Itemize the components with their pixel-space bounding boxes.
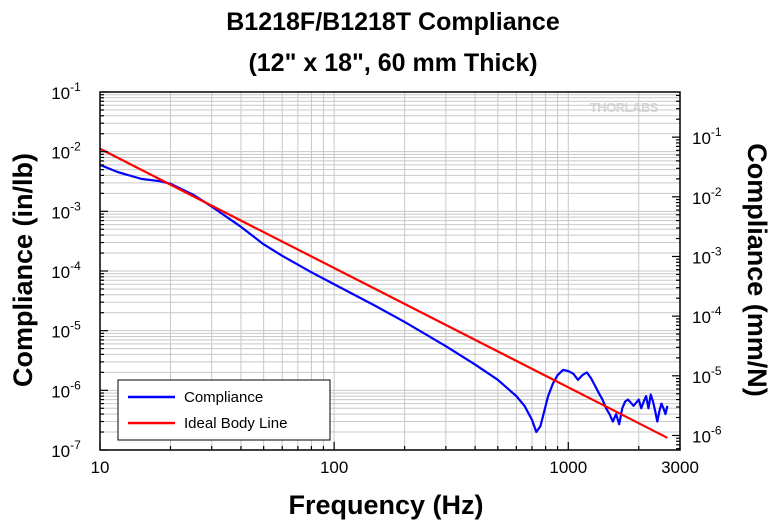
x-tick-label: 1000	[549, 458, 587, 477]
y-tick-label-left: 10-4	[51, 259, 81, 282]
y-tick-label-left: 10-2	[51, 140, 81, 163]
y-tick-label-left: 10-6	[51, 378, 81, 401]
chart-title-line1: B1218F/B1218T Compliance	[226, 8, 560, 36]
y-tick-label-right: 10-2	[692, 185, 722, 208]
x-tick-label: 100	[320, 458, 348, 477]
y-tick-label-right: 10-1	[692, 125, 722, 148]
chart-title-line2: (12" x 18", 60 mm Thick)	[248, 49, 537, 77]
y-tick-label-left: 10-7	[51, 438, 81, 461]
x-tick-label: 10	[91, 458, 110, 477]
y-axis-label-left: Compliance (in/lb)	[8, 153, 38, 387]
y-tick-label-right: 10-5	[692, 364, 722, 387]
x-axis-label: Frequency (Hz)	[288, 490, 483, 520]
thorlabs-watermark: THORLABS	[590, 100, 659, 115]
y-tick-label-left: 10-5	[51, 319, 81, 342]
legend-box	[117, 379, 331, 441]
grid-lines	[99, 92, 681, 451]
y-axis-label-right: Compliance (mm/N)	[742, 143, 772, 397]
series-lines	[99, 147, 669, 439]
x-tick-label: 3000	[661, 458, 699, 477]
tick-marks	[99, 91, 681, 451]
y-tick-label-left: 10-3	[51, 199, 81, 222]
legend-label-ideal-body-line: Ideal Body Line	[184, 415, 287, 432]
y-tick-label-right: 10-3	[692, 244, 722, 267]
series-line-compliance	[99, 163, 669, 434]
series-line-ideal-body-line	[99, 147, 668, 439]
tick-labels: 10 100 1000 3000 10-7 10-6 10-5 10-4 10-3 10-2 10-…	[51, 80, 722, 477]
legend-label-compliance: Compliance	[184, 389, 263, 406]
y-tick-label-right: 10-6	[692, 423, 722, 446]
y-tick-label-left: 10-1	[51, 80, 81, 103]
legend: Compliance Ideal Body Line	[117, 379, 331, 441]
y-tick-label-right: 10-4	[692, 304, 722, 327]
